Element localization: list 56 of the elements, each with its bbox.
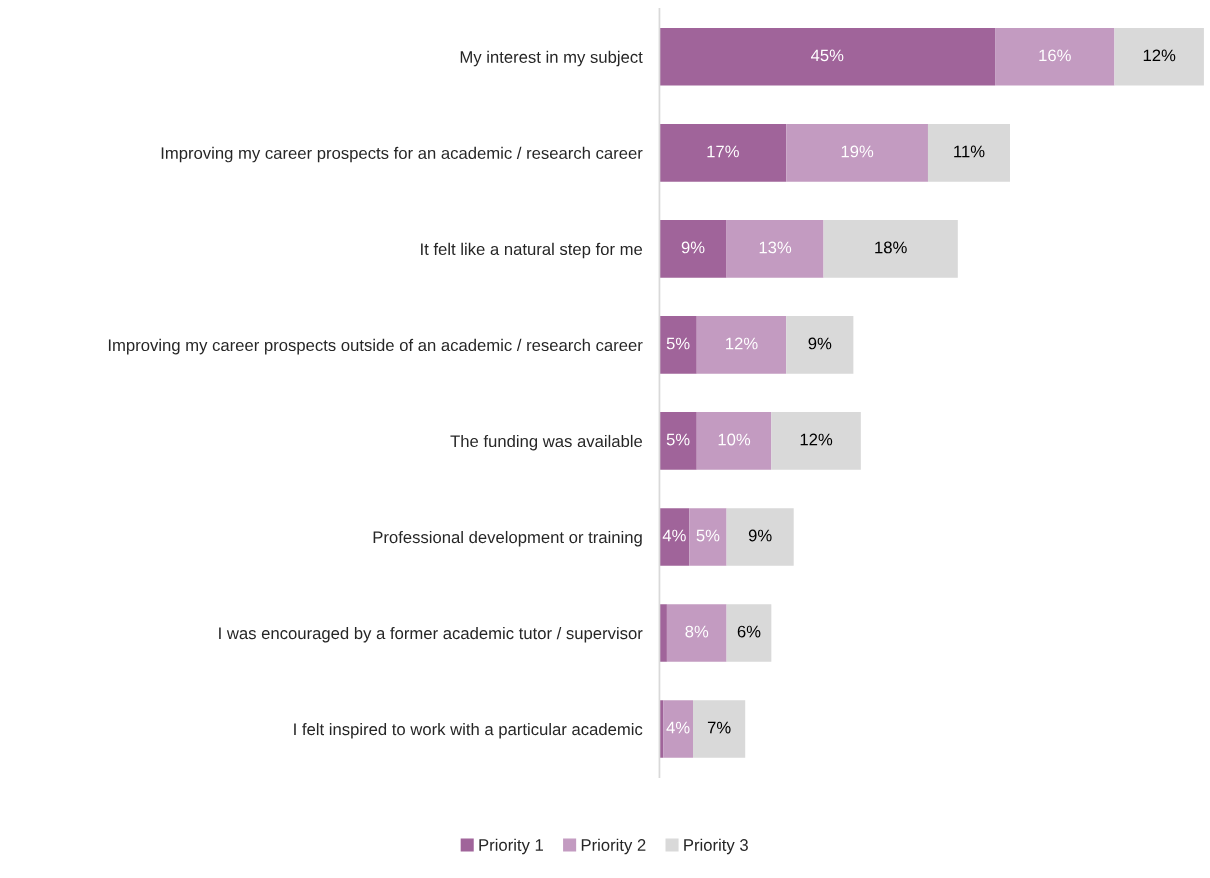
bar (823, 220, 958, 278)
legend-label: Priority 1 (479, 838, 543, 855)
data-label: 5% (666, 433, 690, 446)
data-label: 12% (726, 337, 758, 350)
bar (659, 604, 667, 662)
bar (995, 27, 1115, 86)
data-label: 5% (666, 337, 690, 350)
data-label: 13% (759, 241, 792, 254)
bar (786, 124, 928, 182)
data-label: 4% (662, 529, 686, 542)
legend-label: Priority 2 (581, 838, 646, 855)
y-tick-label: Improving my career prospects outside of an academic / research career (108, 338, 643, 355)
data-label: 7% (707, 721, 731, 734)
bar (726, 604, 772, 662)
bar (659, 412, 697, 470)
data-label: 12% (800, 433, 833, 446)
bar (659, 27, 996, 86)
bar (659, 508, 690, 566)
bar (663, 700, 694, 758)
data-label: 9% (748, 529, 772, 542)
bar (771, 412, 861, 470)
y-tick-label: I felt inspired to work with a particular academic (294, 722, 643, 739)
bar (726, 220, 824, 278)
bar (786, 316, 854, 374)
data-label: 19% (841, 145, 874, 158)
bar (689, 508, 727, 566)
data-label: 8% (685, 625, 709, 638)
data-label: 4% (666, 721, 690, 734)
bar (659, 220, 727, 278)
y-tick-label: The funding was available (450, 434, 643, 451)
data-label: 16% (1039, 49, 1071, 62)
y-tick-label: Improving my career prospects for an academic / research career (161, 146, 643, 163)
y-tick-label: My interest in my subject (460, 50, 643, 67)
data-label: 9% (681, 241, 705, 254)
bar (666, 604, 727, 662)
bar (659, 316, 697, 374)
data-label: 12% (1143, 49, 1176, 62)
data-label: 17% (707, 145, 739, 158)
data-label: 6% (737, 625, 761, 638)
data-label: 9% (808, 337, 832, 350)
y-tick-label: It felt like a natural step for me (421, 242, 643, 259)
legend-label: Priority 3 (684, 838, 748, 855)
data-label: 5% (696, 529, 720, 542)
data-label: 45% (810, 49, 844, 62)
data-label: 11% (954, 145, 985, 158)
bar (726, 508, 794, 566)
bar (696, 316, 787, 374)
bar (1114, 27, 1204, 86)
data-label: 10% (718, 433, 751, 446)
bar (696, 412, 772, 470)
bar (659, 124, 787, 182)
data-label: 18% (875, 241, 907, 254)
y-tick-label: Professional development or training (373, 530, 642, 547)
y-tick-label: I was encouraged by a former academic tutor / supervisor (219, 626, 643, 643)
bar (927, 124, 1011, 182)
bar (693, 700, 746, 758)
